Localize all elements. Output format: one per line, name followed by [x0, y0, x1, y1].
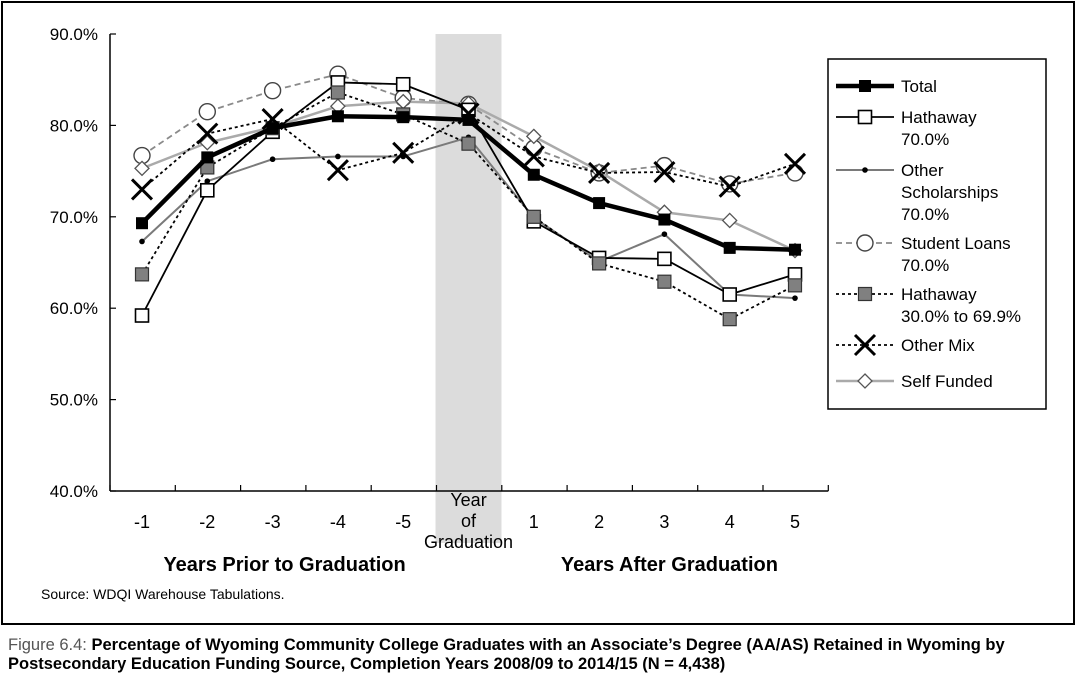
data-point-self-funded — [199, 134, 216, 151]
y-tick-label: 60.0% — [50, 299, 98, 318]
data-point-other-mix — [326, 159, 349, 182]
legend-marker-other-mix — [853, 333, 877, 357]
series-line-student-loans-70-0 — [141, 73, 796, 185]
legend-label-hathaway-30-0-to-69-9: 30.0% to 69.9% — [901, 307, 1021, 326]
x-tick-label: 3 — [659, 512, 669, 532]
data-point-hathaway-30-0-to-69-9 — [461, 136, 476, 151]
legend-marker-self-funded — [857, 373, 873, 389]
legend-label-student-loans-70-0: Student Loans — [901, 234, 1011, 253]
y-tick-label: 90.0% — [50, 25, 98, 44]
legend-label-other-scholarships-70-0: Scholarships — [901, 183, 998, 202]
legend-marker-other-scholarships-70-0 — [862, 167, 868, 173]
data-point-total — [789, 243, 801, 256]
data-point-hathaway-30-0-to-69-9 — [787, 278, 803, 293]
data-point-total — [397, 111, 410, 124]
legend-label-hathaway-70-0: 70.0% — [901, 130, 949, 149]
data-point-other-mix — [130, 178, 154, 201]
data-point-other-mix — [522, 145, 545, 168]
x-tick-label: -2 — [199, 512, 215, 532]
y-tick-label: 80.0% — [50, 116, 98, 135]
data-point-hathaway-30-0-to-69-9 — [722, 312, 737, 327]
data-point-other-scholarships-70-0 — [661, 231, 668, 237]
data-point-other-mix — [392, 141, 415, 164]
x-tick-label: -4 — [330, 512, 346, 532]
y-tick-label: 70.0% — [50, 208, 98, 227]
legend-marker-total — [859, 80, 871, 92]
data-point-self-funded — [721, 212, 738, 229]
x-tick-label: 2 — [594, 512, 604, 532]
data-point-hathaway-30-0-to-69-9 — [591, 256, 607, 271]
legend-label-other-scholarships-70-0: 70.0% — [901, 205, 949, 224]
legend-label-hathaway-70-0: Hathaway — [901, 108, 977, 127]
legend-label-self-funded: Self Funded — [901, 372, 993, 391]
x-tick-label: -1 — [134, 512, 150, 532]
data-point-hathaway-70-0 — [200, 182, 215, 198]
legend-label-student-loans-70-0: 70.0% — [901, 256, 949, 275]
data-point-hathaway-70-0 — [395, 76, 411, 92]
data-point-hathaway-30-0-to-69-9 — [330, 85, 345, 100]
data-point-hathaway-30-0-to-69-9 — [657, 274, 672, 289]
data-point-student-loans-70-0 — [263, 81, 282, 100]
data-point-total — [527, 168, 540, 181]
data-point-other-mix — [653, 160, 676, 184]
data-point-hathaway-70-0 — [722, 287, 738, 302]
x-tick-label-graduation: Graduation — [424, 532, 513, 552]
data-point-hathaway-70-0 — [134, 308, 150, 323]
data-point-other-mix — [588, 161, 611, 184]
legend-marker-student-loans-70-0 — [856, 234, 874, 252]
data-point-other-mix — [196, 122, 219, 145]
data-point-other-mix — [718, 175, 741, 198]
data-point-total — [136, 217, 148, 230]
data-point-total — [723, 241, 736, 254]
data-point-student-loans-70-0 — [198, 102, 217, 121]
figure-frame: 40.0% 50.0% 60.0% 70.0% 80.0% 90.0% -1 -2 -3 -4 -5… — [1, 1, 1075, 625]
figure-label: Figure 6.4: — [8, 636, 87, 654]
x-tick-label: 5 — [790, 512, 800, 532]
x-tick-label-graduation: Year — [450, 490, 486, 510]
line-chart: 40.0% 50.0% 60.0% 70.0% 80.0% 90.0% -1 -2 -3 -4 -5… — [50, 25, 1047, 576]
section-label-prior: Years Prior to Graduation — [163, 554, 405, 576]
data-point-other-scholarships-70-0 — [335, 153, 341, 160]
data-point-total — [462, 113, 475, 126]
data-point-total — [266, 122, 279, 135]
x-tick-label: -3 — [265, 512, 281, 532]
data-point-hathaway-30-0-to-69-9 — [526, 209, 541, 224]
data-point-other-scholarships-70-0 — [269, 156, 276, 163]
data-point-self-funded — [134, 160, 150, 177]
section-label-after: Years After Graduation — [561, 554, 778, 576]
figure-caption: Figure 6.4: Percentage of Wyoming Commun… — [8, 636, 1070, 674]
data-point-total — [658, 213, 671, 226]
data-point-other-scholarships-70-0 — [204, 178, 211, 184]
legend-label-other-mix: Other Mix — [901, 336, 975, 355]
legend-label-other-scholarships-70-0: Other — [901, 161, 944, 180]
figure-title: Percentage of Wyoming Community College … — [8, 636, 1005, 673]
x-tick-label: 1 — [529, 512, 539, 532]
data-point-other-mix — [783, 152, 807, 175]
data-point-hathaway-70-0 — [657, 251, 672, 267]
source-note: Source: WDQI Warehouse Tabulations. — [41, 586, 285, 602]
x-tick-label-graduation: of — [461, 511, 477, 531]
legend-marker-hathaway-30-0-to-69-9 — [857, 286, 873, 302]
x-tick-label: -5 — [395, 512, 411, 532]
legend-label-hathaway-30-0-to-69-9: Hathaway — [901, 285, 977, 304]
legend-label-total: Total — [901, 77, 937, 96]
y-tick-label: 50.0% — [50, 391, 98, 410]
data-point-other-scholarships-70-0 — [792, 295, 798, 301]
data-point-total — [201, 151, 214, 164]
data-point-other-scholarships-70-0 — [139, 238, 145, 245]
data-point-self-funded — [525, 128, 542, 145]
data-point-total — [593, 197, 606, 210]
y-tick-label: 40.0% — [50, 482, 98, 501]
data-point-hathaway-30-0-to-69-9 — [134, 267, 150, 282]
x-tick-label: 4 — [725, 512, 735, 532]
data-point-total — [331, 110, 344, 123]
legend-marker-hathaway-70-0 — [857, 109, 873, 125]
data-point-student-loans-70-0 — [721, 175, 739, 193]
